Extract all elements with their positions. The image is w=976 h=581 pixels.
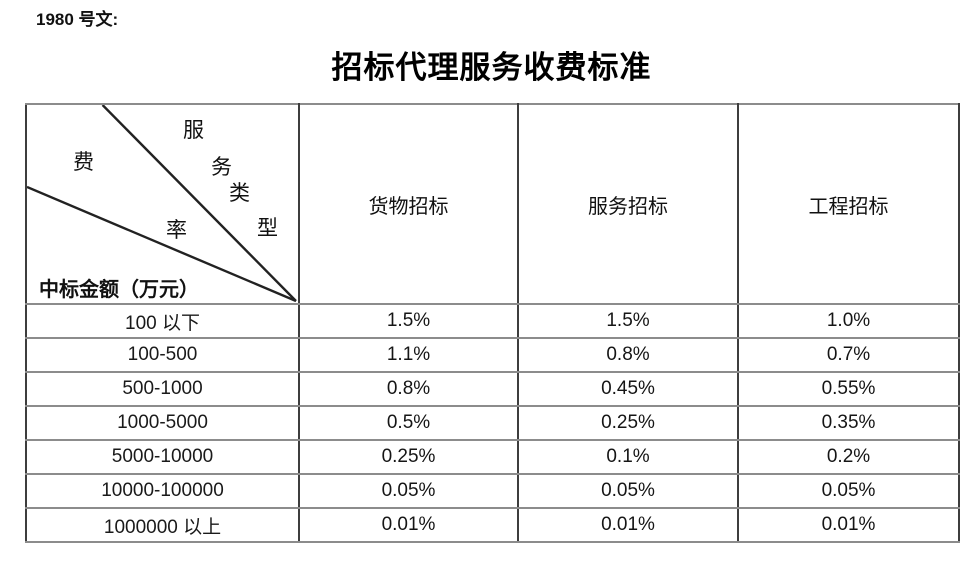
- service-type-char-3: 类: [229, 181, 250, 205]
- column-header-services: 服务招标: [517, 103, 739, 305]
- rate-cell-engineering: 0.55%: [737, 371, 960, 407]
- rate-cell-services: 0.45%: [517, 371, 739, 407]
- diagonal-line-lower: [28, 186, 297, 302]
- diagonal-lines: [28, 106, 297, 302]
- amount-range-cell: 10000-100000: [25, 473, 300, 509]
- service-type-char-1: 服: [183, 118, 204, 142]
- table-row: 500-1000 0.8% 0.45% 0.55%: [25, 371, 960, 407]
- table-row: 1000-5000 0.5% 0.25% 0.35%: [25, 405, 960, 441]
- doc-number-label: 1980 号文:: [36, 10, 119, 29]
- rate-cell-services: 0.25%: [517, 405, 739, 441]
- table-row: 100 以下 1.5% 1.5% 1.0%: [25, 303, 960, 339]
- table-row: 5000-10000 0.25% 0.1% 0.2%: [25, 439, 960, 475]
- rate-char-1: 费: [73, 150, 94, 174]
- table-row: 100-500 1.1% 0.8% 0.7%: [25, 337, 960, 373]
- rate-cell-services: 0.8%: [517, 337, 739, 373]
- rate-cell-goods: 1.5%: [298, 303, 519, 339]
- column-header-engineering: 工程招标: [737, 103, 960, 305]
- table-row: 10000-100000 0.05% 0.05% 0.05%: [25, 473, 960, 509]
- table-row: 1000000 以上 0.01% 0.01% 0.01%: [25, 507, 960, 543]
- rate-cell-engineering: 0.35%: [737, 405, 960, 441]
- diagonal-line-upper: [101, 106, 297, 302]
- page-title: 招标代理服务收费标准: [331, 50, 652, 85]
- column-header-goods: 货物招标: [298, 103, 519, 305]
- amount-range-cell: 100 以下: [25, 303, 300, 339]
- amount-range-cell: 500-1000: [25, 371, 300, 407]
- rate-cell-goods: 0.8%: [298, 371, 519, 407]
- rate-cell-engineering: 0.01%: [737, 507, 960, 543]
- rate-cell-goods: 0.25%: [298, 439, 519, 475]
- service-type-char-4: 型: [257, 216, 278, 240]
- rate-char-2: 率: [166, 218, 187, 242]
- rate-cell-services: 1.5%: [517, 303, 739, 339]
- amount-range-cell: 100-500: [25, 337, 300, 373]
- rate-cell-goods: 0.01%: [298, 507, 519, 543]
- amount-axis-label: 中标金额（万元）: [39, 279, 199, 301]
- rate-cell-engineering: 1.0%: [737, 303, 960, 339]
- table-header-row: 服 务 类 型 费 率 中标金额（万元） 货物招标 服务招标 工程招标: [25, 103, 960, 305]
- rate-cell-goods: 0.5%: [298, 405, 519, 441]
- service-type-char-2: 务: [211, 155, 232, 179]
- amount-range-cell: 1000-5000: [25, 405, 300, 441]
- diagonal-header-cell: 服 务 类 型 费 率 中标金额（万元）: [25, 103, 300, 305]
- fee-standard-table: 服 务 类 型 费 率 中标金额（万元） 货物招标 服务招标 工程招标 100 …: [25, 103, 960, 543]
- rate-cell-engineering: 0.05%: [737, 473, 960, 509]
- amount-range-cell: 1000000 以上: [25, 507, 300, 543]
- rate-cell-engineering: 0.2%: [737, 439, 960, 475]
- rate-cell-services: 0.1%: [517, 439, 739, 475]
- amount-range-cell: 5000-10000: [25, 439, 300, 475]
- diagonal-header-content: 服 务 类 型 费 率 中标金额（万元）: [28, 106, 297, 302]
- rate-cell-goods: 0.05%: [298, 473, 519, 509]
- rate-cell-goods: 1.1%: [298, 337, 519, 373]
- rate-cell-services: 0.05%: [517, 473, 739, 509]
- rate-cell-engineering: 0.7%: [737, 337, 960, 373]
- rate-cell-services: 0.01%: [517, 507, 739, 543]
